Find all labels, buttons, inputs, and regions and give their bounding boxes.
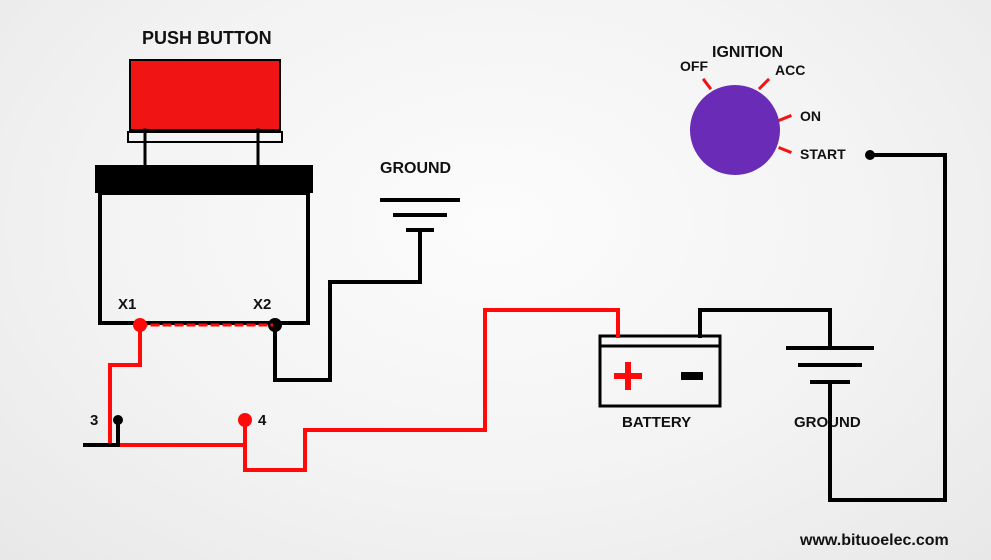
diagram-canvas: PUSH BUTTON GROUND IGNITION BATTERY GROU…: [0, 0, 991, 560]
wiring-svg: [0, 0, 991, 560]
